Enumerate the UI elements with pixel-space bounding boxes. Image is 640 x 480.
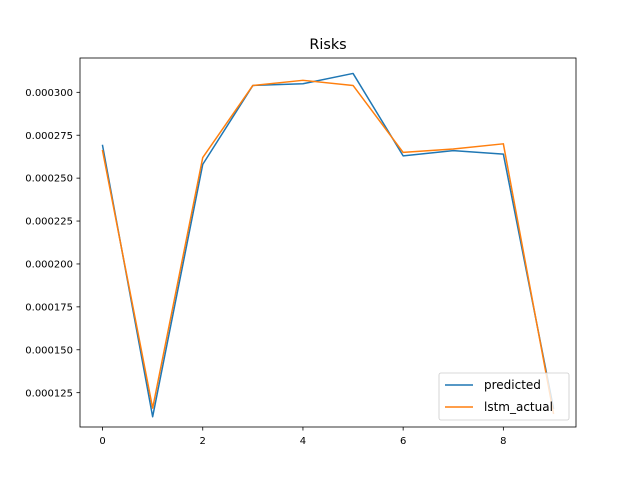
x-axis: 0 2 4 6 8 [99,427,507,447]
x-tick-label: 2 [200,436,206,447]
x-tick-label: 0 [99,436,105,447]
y-tick-label: 0.000225 [25,217,73,228]
y-tick-label: 0.000200 [25,260,73,271]
legend-label-lstm-actual: lstm_actual [484,400,553,414]
legend: predicted lstm_actual [438,372,570,421]
y-tick-label: 0.000300 [25,88,73,99]
chart-title: Risks [309,37,346,53]
y-tick-label: 0.000150 [25,345,73,356]
y-tick-label: 0.000175 [25,302,73,313]
series-line-lstm-actual [101,79,555,415]
plot-frame [79,57,577,428]
x-tick-label: 6 [400,436,406,447]
legend-label-predicted: predicted [484,378,541,392]
y-tick-label: 0.000250 [25,174,73,185]
y-axis: 0.000125 0.000150 0.000175 0.000200 0.000225… [25,88,80,399]
x-tick-label: 8 [500,436,506,447]
y-tick-label: 0.000125 [25,388,73,399]
series-line-predicted [101,72,555,418]
x-tick-label: 4 [300,436,306,447]
series-lines [101,72,555,418]
y-tick-label: 0.000275 [25,131,73,142]
